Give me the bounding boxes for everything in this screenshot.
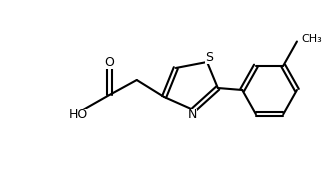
- Text: CH₃: CH₃: [302, 34, 322, 44]
- Text: HO: HO: [68, 109, 88, 121]
- Text: O: O: [104, 56, 114, 68]
- Text: S: S: [205, 51, 213, 63]
- Text: N: N: [188, 109, 197, 121]
